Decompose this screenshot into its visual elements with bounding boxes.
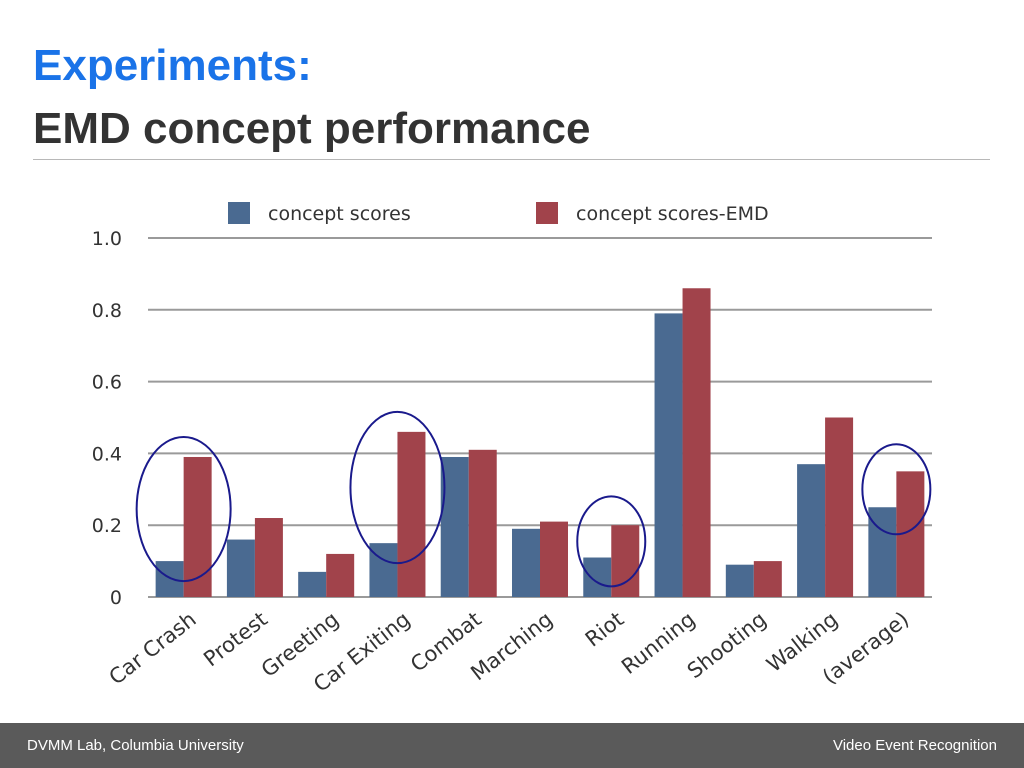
y-tick-label: 0.4 <box>92 443 122 465</box>
bar <box>440 456 469 597</box>
highlight-ellipse <box>135 435 232 583</box>
bar <box>468 449 497 597</box>
legend-label: concept scores <box>268 203 411 225</box>
bar <box>226 539 255 597</box>
bar <box>369 543 398 597</box>
title-divider <box>33 159 990 160</box>
bar <box>397 431 426 597</box>
bar <box>583 557 612 597</box>
x-category-label: Riot <box>581 607 628 651</box>
bar <box>512 528 540 597</box>
slide-title-line1: Experiments: <box>33 41 312 90</box>
bar <box>753 561 782 597</box>
y-tick-label: 0 <box>110 587 122 609</box>
highlight-ellipse <box>861 443 932 536</box>
bar <box>298 571 327 597</box>
footer-left-text: DVMM Lab, Columbia University <box>27 737 244 754</box>
y-tick-label: 0.6 <box>92 372 122 394</box>
bar <box>725 564 754 597</box>
bar <box>326 553 355 597</box>
legend-swatch <box>228 202 250 224</box>
legend-label: concept scores-EMD <box>576 203 769 225</box>
bar <box>825 417 854 597</box>
slide-title-line2: EMD concept performance <box>33 104 591 153</box>
highlight-ellipse <box>349 410 446 565</box>
footer-bar: DVMM Lab, Columbia University Video Even… <box>0 723 1024 768</box>
bar <box>797 464 826 597</box>
x-category-label: Shooting <box>683 607 771 683</box>
bar <box>654 313 683 597</box>
bar-chart: 0 0.2 0.4 0.6 0.8 1.0 concept scores concept sc… <box>92 202 932 697</box>
highlight-ellipse <box>576 495 647 588</box>
bar <box>540 521 568 597</box>
legend-swatch <box>536 202 558 224</box>
y-tick-label: 0.8 <box>92 300 122 322</box>
footer-right-text: Video Event Recognition <box>832 737 997 754</box>
bar <box>682 288 711 597</box>
bar <box>254 518 283 597</box>
bar <box>183 456 212 597</box>
y-tick-label: 1.0 <box>92 228 122 250</box>
x-category-label: Car Crash <box>105 607 201 689</box>
y-tick-label: 0.2 <box>92 515 122 537</box>
